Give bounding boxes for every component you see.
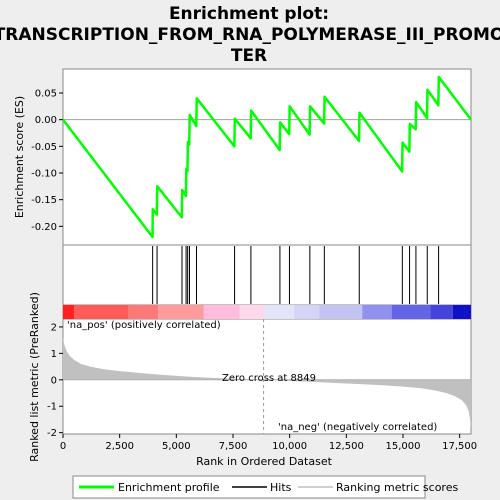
- metric-y-tick-label: -1: [47, 402, 57, 413]
- x-tick-label: 5,000: [162, 441, 191, 452]
- heatmap-bands: [63, 305, 471, 319]
- x-tick-label: 12,500: [329, 441, 364, 452]
- heatmap-band: [128, 305, 159, 319]
- legend-enrichment-label: Enrichment profile: [118, 481, 220, 494]
- es-y-axis-label: Enrichment score (ES): [13, 96, 26, 218]
- es-y-tick-label: -0.15: [31, 195, 57, 206]
- legend-hits-label: Hits: [270, 481, 292, 494]
- heatmap-band: [294, 305, 320, 319]
- es-y-tick-label: -0.05: [31, 142, 57, 153]
- es-panel: [62, 68, 472, 246]
- hits-panel: [62, 244, 472, 306]
- x-tick-label: 2,500: [105, 441, 134, 452]
- metric-y-tick-label: 2: [51, 322, 57, 333]
- na-pos-label: 'na_pos' (positively correlated): [67, 320, 221, 331]
- title-line-1: Enrichment plot:: [169, 4, 329, 24]
- x-tick-label: 0: [60, 441, 66, 452]
- heatmap-band: [239, 305, 264, 319]
- heatmap-band: [430, 305, 453, 319]
- zero-cross-annotation: Zero cross at 8849: [222, 373, 316, 384]
- es-y-axis: -0.20 -0.15 -0.10 -0.05 0.00 0.05: [31, 89, 63, 233]
- x-tick-label: 7,500: [219, 441, 248, 452]
- metric-y-tick-label: 0: [51, 375, 57, 386]
- heatmap-band: [63, 305, 75, 319]
- x-axis-label: Rank in Ordered Dataset: [196, 455, 333, 468]
- heatmap-band: [452, 305, 471, 319]
- enrichment-profile-line: [62, 75, 472, 239]
- es-y-tick-label: 0.00: [35, 115, 57, 126]
- heatmap-band: [74, 305, 129, 319]
- title-line-3: TER: [231, 46, 267, 66]
- heatmap-band: [391, 305, 431, 319]
- es-y-tick-label: -0.20: [31, 222, 57, 233]
- ranking-metric-area: [63, 337, 471, 429]
- metric-y-axis-label: Ranked list metric (PreRanked): [28, 292, 41, 462]
- heatmap-band: [263, 305, 295, 319]
- es-y-tick-label: -0.10: [31, 169, 57, 180]
- hits-group: [152, 246, 440, 304]
- heatmap-band: [362, 305, 392, 319]
- enrichment-profile-path: [62, 75, 472, 239]
- title-line-2: TRANSCRIPTION_FROM_RNA_POLYMERASE_III_PR…: [0, 25, 500, 45]
- x-tick-label: 15,000: [386, 441, 421, 452]
- na-neg-label: 'na_neg' (negatively correlated): [278, 422, 437, 433]
- rank-x-axis: 0 2,500 5,000 7,500 10,000 12,500 15,000 17,500: [60, 434, 477, 452]
- es-y-tick-label: 0.05: [35, 89, 57, 100]
- heatmap-band: [203, 305, 240, 319]
- heatmap-band: [158, 305, 204, 319]
- metric-y-axis: -2 -1 0 1 2: [47, 322, 63, 439]
- metric-y-tick-label: -2: [47, 428, 57, 439]
- metric-y-tick-label: 1: [51, 349, 57, 360]
- legend-metric-label: Ranking metric scores: [336, 481, 458, 494]
- metric-area-group: [63, 319, 471, 434]
- heatmap-band: [319, 305, 363, 319]
- x-tick-label: 10,000: [272, 441, 307, 452]
- x-tick-label: 17,500: [442, 441, 477, 452]
